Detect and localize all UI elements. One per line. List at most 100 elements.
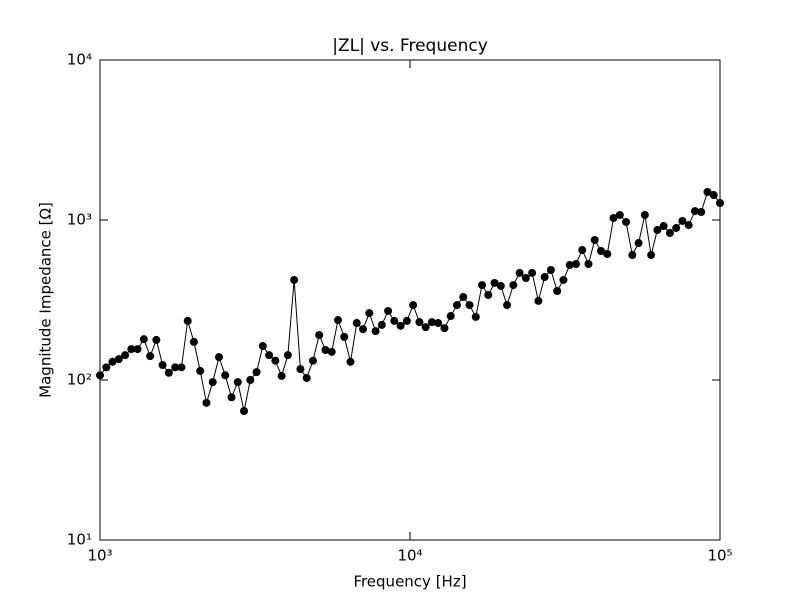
data-point <box>233 378 242 387</box>
data-point <box>114 355 123 364</box>
data-point <box>277 371 286 380</box>
data-point <box>183 316 192 325</box>
data-point <box>584 259 593 268</box>
data-point <box>221 371 230 380</box>
data-point <box>672 224 681 233</box>
data-point <box>515 268 524 277</box>
data-point <box>340 332 349 341</box>
data-point <box>302 373 311 382</box>
data-point <box>484 290 493 299</box>
data-point <box>503 301 512 310</box>
data-point <box>509 281 518 290</box>
data-point <box>578 246 587 255</box>
data-point <box>452 301 461 310</box>
data-point <box>202 398 211 407</box>
data-point <box>127 345 136 354</box>
data-point <box>590 235 599 244</box>
data-point <box>227 393 236 402</box>
data-point <box>697 208 706 217</box>
data-point <box>634 239 643 248</box>
data-point <box>521 274 530 283</box>
data-point <box>402 316 411 325</box>
data-point <box>478 281 487 290</box>
data-point <box>371 327 380 336</box>
data-point <box>471 312 480 321</box>
data-point <box>321 345 330 354</box>
data-point <box>421 323 430 332</box>
data-point <box>446 312 455 321</box>
data-point <box>377 320 386 329</box>
data-point <box>283 351 292 360</box>
data-point <box>490 278 499 287</box>
x-tick-label: 10⁵ <box>707 547 732 565</box>
data-point <box>434 319 443 328</box>
data-point <box>177 363 186 372</box>
data-point <box>684 221 693 230</box>
data-point <box>390 316 399 325</box>
data-point <box>121 351 130 360</box>
data-point <box>359 325 368 334</box>
data-point <box>534 296 543 305</box>
y-tick-label: 10³ <box>67 211 92 229</box>
data-point <box>540 273 549 282</box>
data-point <box>653 225 662 234</box>
data-point <box>528 268 537 277</box>
data-point <box>252 368 261 377</box>
data-point <box>196 366 205 375</box>
data-point <box>346 357 355 366</box>
data-point <box>609 214 618 223</box>
data-point <box>308 356 317 365</box>
data-point <box>152 335 161 344</box>
data-point <box>396 321 405 330</box>
data-point <box>553 286 562 295</box>
data-point <box>709 191 718 200</box>
data-point <box>465 301 474 310</box>
data-point <box>559 275 568 284</box>
data-point <box>571 259 580 268</box>
data-point <box>133 345 142 354</box>
data-point <box>158 361 167 370</box>
chart-title: |ZL| vs. Frequency <box>332 36 488 56</box>
data-point <box>146 352 155 361</box>
y-tick-label: 10² <box>67 371 92 389</box>
data-point <box>427 318 436 327</box>
data-point <box>208 378 217 387</box>
data-point <box>333 316 342 325</box>
data-point <box>409 301 418 310</box>
data-point <box>271 356 280 365</box>
data-point <box>384 306 393 315</box>
data-point <box>139 335 148 344</box>
data-point <box>597 247 606 256</box>
y-axis-label: Magnitude Impedance [Ω] <box>37 202 55 398</box>
data-point <box>290 275 299 284</box>
data-point <box>246 376 255 384</box>
data-point <box>415 318 424 327</box>
data-point <box>640 210 649 219</box>
data-point <box>703 188 712 197</box>
data-point <box>240 407 249 416</box>
x-axis-label: Frequency [Hz] <box>353 573 466 591</box>
y-tick-label: 10⁴ <box>67 51 92 69</box>
data-point <box>327 347 336 356</box>
data-point <box>315 331 324 340</box>
data-point <box>164 368 173 377</box>
data-point <box>678 216 687 225</box>
data-point <box>546 265 555 274</box>
data-point <box>102 363 111 372</box>
data-point <box>565 261 574 270</box>
data-point <box>628 251 637 260</box>
data-point <box>352 319 361 328</box>
data-point <box>603 250 612 259</box>
data-point <box>365 309 374 318</box>
data-point <box>171 363 180 372</box>
data-point <box>440 324 449 333</box>
data-point <box>622 217 631 226</box>
x-tick-label: 10³ <box>87 547 112 565</box>
y-tick-label: 10¹ <box>67 531 92 549</box>
data-point <box>258 342 267 351</box>
data-point <box>496 281 505 290</box>
data-point <box>459 293 468 302</box>
